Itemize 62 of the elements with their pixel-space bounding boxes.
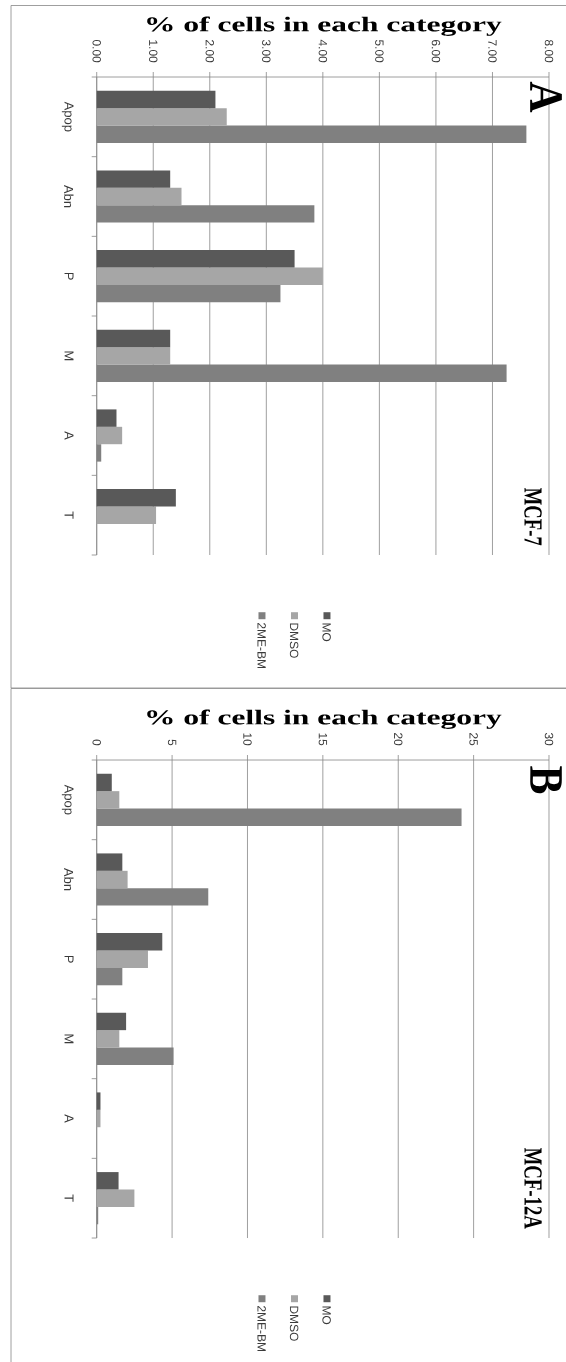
- bar: [96, 489, 176, 507]
- y-tick-label: A: [64, 431, 74, 440]
- annotation: B: [530, 766, 562, 794]
- x-tick-label: 5.00: [375, 39, 384, 63]
- y-tick-label: T: [64, 1194, 74, 1202]
- x-axis-title: % of cells in each category: [147, 709, 502, 729]
- bar: [96, 870, 128, 889]
- bar: [96, 267, 323, 285]
- bar: [96, 1030, 120, 1048]
- x-tick-label: 30: [544, 732, 554, 746]
- legend-label: MO: [322, 623, 331, 642]
- x-tick-label: 6.00: [431, 40, 441, 63]
- x-tick-label: 2.00: [205, 40, 215, 63]
- bar: [96, 1189, 135, 1207]
- legend-label: 2ME-BM: [257, 1306, 266, 1352]
- y-tick-label: Abn: [63, 184, 74, 208]
- y-tick-label: Abn: [63, 867, 74, 891]
- bar: [96, 409, 117, 427]
- bar: [96, 773, 112, 792]
- x-tick-label: 0.00: [92, 39, 101, 63]
- y-tick-label: M: [64, 1034, 74, 1044]
- x-tick-label: 8.00: [544, 39, 554, 63]
- bar: [96, 506, 157, 524]
- y-tick-label: P: [64, 272, 74, 280]
- text: MCF-12A: [524, 1148, 542, 1229]
- y-tick-label: A: [64, 1114, 74, 1123]
- bar: [96, 347, 171, 365]
- bar: [96, 90, 216, 109]
- x-tick-label: 7.00: [488, 40, 497, 63]
- bar: [96, 1172, 119, 1190]
- x-tick-label: 4.00: [318, 39, 328, 63]
- x-tick-label: 15: [318, 733, 328, 746]
- y-tick-label: P: [64, 955, 74, 963]
- x-tick-label: 25: [469, 733, 478, 746]
- x-axis-title: % of cells in each category: [147, 16, 502, 36]
- x-tick-label: 5: [167, 739, 177, 746]
- bar: [96, 170, 171, 188]
- legend-label: DMSO: [289, 623, 299, 658]
- text: MCF-7: [524, 487, 542, 546]
- bar: [96, 853, 123, 871]
- x-tick-label: 1.00: [149, 40, 158, 63]
- legend-label: 2ME-BM: [257, 623, 266, 669]
- legend-label: DMSO: [289, 1306, 299, 1341]
- x-tick-label: 10: [243, 733, 252, 746]
- bar: [96, 329, 171, 348]
- y-tick-label: Apop: [61, 101, 74, 132]
- y-tick-label: Apop: [61, 784, 74, 815]
- bar: [96, 791, 120, 809]
- y-tick-label: T: [64, 511, 74, 519]
- x-tick-label: 3.00: [262, 39, 271, 63]
- y-tick-label: M: [64, 351, 74, 361]
- bar: [96, 933, 163, 951]
- bar: [96, 1012, 127, 1031]
- x-tick-label: 0: [92, 739, 101, 746]
- bar: [96, 950, 148, 968]
- annotation: A: [530, 81, 562, 113]
- bar: [96, 108, 227, 126]
- bar: [96, 250, 295, 268]
- x-tick-label: 20: [393, 733, 403, 746]
- bar: [96, 187, 182, 206]
- legend-label: MO: [322, 1306, 331, 1325]
- bar: [96, 426, 123, 445]
